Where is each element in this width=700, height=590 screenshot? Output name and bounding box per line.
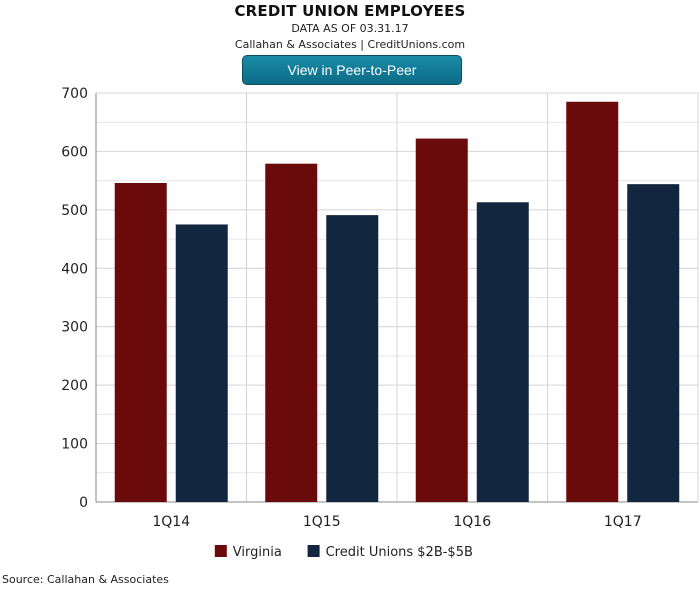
y-tick-label: 500 <box>61 203 88 219</box>
x-tick-label: 1Q15 <box>303 514 341 530</box>
legend-label: Virginia <box>233 545 282 560</box>
y-tick-label: 100 <box>61 437 88 453</box>
bar-virginia-1q14 <box>114 182 167 503</box>
source-subtitle: Callahan & Associates | CreditUnions.com <box>234 38 466 51</box>
bar-credit-unions-2b-5b-1q15 <box>326 215 379 502</box>
legend-swatch <box>307 545 320 557</box>
y-tick-label: 700 <box>61 86 88 102</box>
bar-credit-unions-2b-5b-1q17 <box>627 184 680 503</box>
legend-swatch <box>214 545 227 557</box>
bar-credit-unions-2b-5b-1q16 <box>476 202 529 503</box>
x-tick-label: 1Q14 <box>152 514 190 530</box>
chart-title: CREDIT UNION EMPLOYEES <box>234 2 466 20</box>
x-tick-label: 1Q17 <box>604 514 642 530</box>
bar-virginia-1q16 <box>415 138 468 502</box>
y-tick-label: 200 <box>61 378 88 394</box>
bar-credit-unions-2b-5b-1q14 <box>175 224 228 502</box>
bar-virginia-1q15 <box>265 163 318 502</box>
y-tick-label: 300 <box>61 320 88 336</box>
y-tick-label: 400 <box>61 261 88 277</box>
source-footnote: Source: Callahan & Associates <box>2 573 169 586</box>
view-in-peer-to-peer-button[interactable]: View in Peer-to-Peer <box>242 55 462 85</box>
data-date-subtitle: DATA AS OF 03.31.17 <box>291 22 409 35</box>
bar-virginia-1q17 <box>566 101 619 502</box>
legend-label: Credit Unions $2B-$5B <box>326 545 473 560</box>
y-tick-label: 600 <box>61 144 88 160</box>
y-tick-label: 0 <box>79 495 88 511</box>
x-tick-label: 1Q16 <box>453 514 491 530</box>
